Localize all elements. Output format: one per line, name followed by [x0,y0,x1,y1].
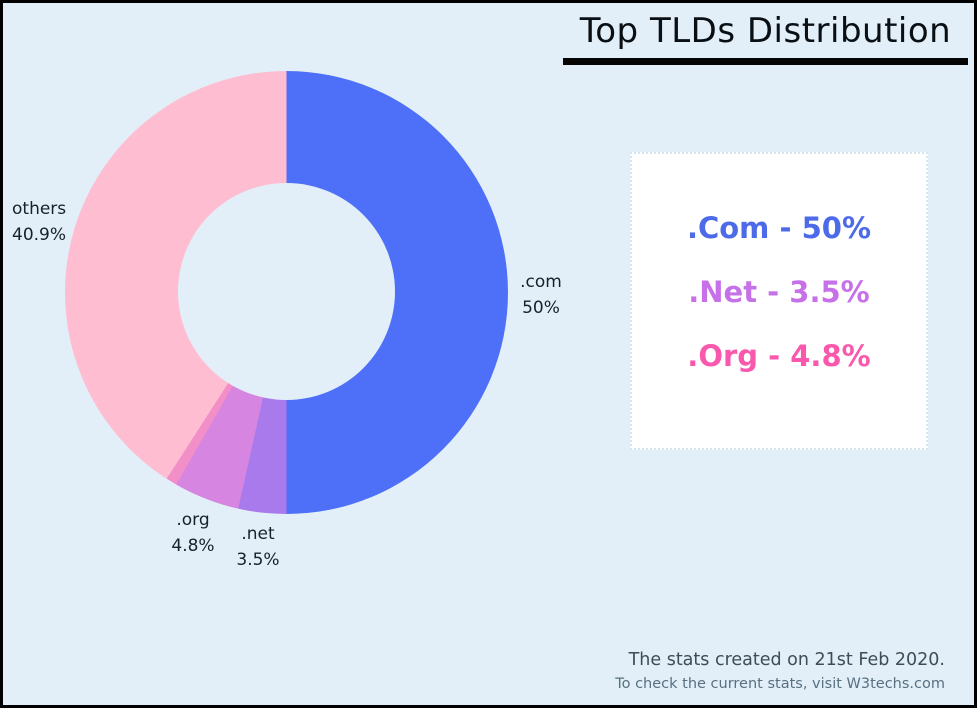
page-title: Top TLDs Distribution [579,11,952,51]
legend-item-net: .Net - 3.5% [688,275,870,309]
slice-label-org: .org 4.8% [162,507,224,559]
slice-label-net: .net 3.5% [227,521,289,573]
donut-chart [65,71,508,514]
slice-label-com-name: .com [520,272,562,292]
slice-label-com: .com 50% [510,269,572,321]
slice-label-others-name: others [12,199,67,219]
legend-item-org: .Org - 4.8% [687,339,871,373]
title-block: Top TLDs Distribution [563,11,968,65]
title-underline [563,58,968,65]
slice-label-net-pct: 3.5% [236,550,280,570]
footer-note: The stats created on 21st Feb 2020. To c… [615,647,945,695]
footer-source-note: To check the current stats, visit W3tech… [615,676,945,692]
slice-label-org-name: .org [176,510,210,530]
slice-label-com-pct: 50% [522,298,560,318]
slice-label-org-pct: 4.8% [171,536,215,556]
slice-label-others: others 40.9% [12,196,66,248]
slice-label-others-pct: 40.9% [12,225,67,245]
legend-card: .Com - 50% .Net - 3.5% .Org - 4.8% [630,152,928,450]
donut-hole [178,183,395,400]
slice-label-net-name: .net [241,524,275,544]
footer-created-date: The stats created on 21st Feb 2020. [628,650,945,670]
legend-item-com: .Com - 50% [686,211,872,245]
